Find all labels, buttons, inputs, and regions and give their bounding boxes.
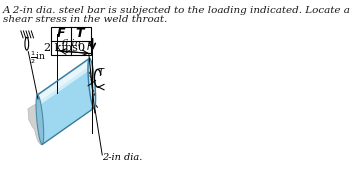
Text: $\frac{1}{2}$in: $\frac{1}{2}$in xyxy=(30,50,46,66)
Text: shear stress in the weld throat.: shear stress in the weld throat. xyxy=(3,15,167,24)
Text: 0: 0 xyxy=(77,43,84,53)
Text: $\bfit{F}$: $\bfit{F}$ xyxy=(56,27,66,40)
Text: 6 in: 6 in xyxy=(62,39,80,48)
Text: 2 kips: 2 kips xyxy=(44,43,78,53)
Text: $T$: $T$ xyxy=(97,66,106,78)
Text: $\bfit{T}$: $\bfit{T}$ xyxy=(75,27,86,40)
Text: $F$: $F$ xyxy=(86,40,93,52)
Ellipse shape xyxy=(36,95,44,144)
Text: 2-in dia.: 2-in dia. xyxy=(102,152,143,161)
Bar xyxy=(51,27,91,55)
Text: A 2-in dia. steel bar is subjected to the loading indicated. Locate and estimate: A 2-in dia. steel bar is subjected to th… xyxy=(3,6,350,15)
Ellipse shape xyxy=(88,58,96,108)
Polygon shape xyxy=(38,62,90,106)
Polygon shape xyxy=(37,58,94,144)
Polygon shape xyxy=(28,98,47,145)
Polygon shape xyxy=(37,60,90,102)
